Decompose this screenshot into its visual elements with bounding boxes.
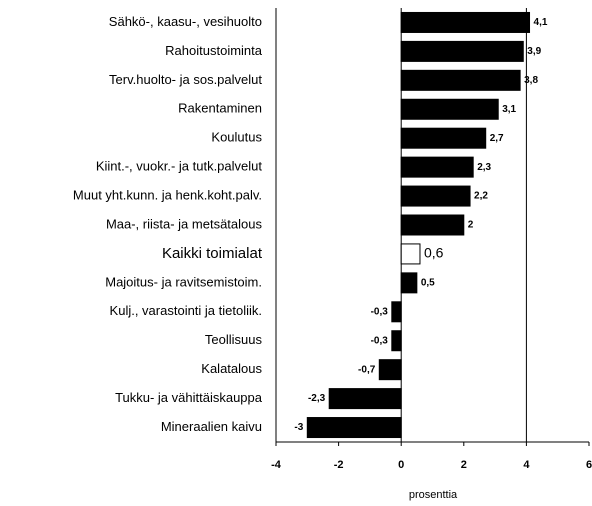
y-tick-label: Kiint.-, vuokr.- ja tutk.palvelut bbox=[96, 159, 263, 174]
value-label: 2,3 bbox=[477, 162, 491, 173]
bar bbox=[400, 185, 471, 207]
x-axis-label: prosenttia bbox=[409, 489, 458, 501]
x-tick-label: 2 bbox=[461, 459, 467, 471]
bar bbox=[400, 11, 531, 33]
y-tick-label: Kulj., varastointi ja tietoliik. bbox=[110, 303, 262, 318]
value-label: -0,3 bbox=[371, 306, 389, 317]
y-tick-label: Koulutus bbox=[211, 130, 262, 145]
y-tick-label: Kaikki toimialat bbox=[162, 245, 263, 262]
y-tick-label: Majoitus- ja ravitsemistoim. bbox=[105, 274, 262, 289]
bar bbox=[400, 127, 487, 149]
y-tick-label: Teollisuus bbox=[205, 332, 263, 347]
value-label: 2,7 bbox=[490, 133, 504, 144]
bar bbox=[400, 243, 421, 265]
bar bbox=[391, 301, 402, 323]
value-label: 0,5 bbox=[421, 278, 435, 289]
y-tick-label: Muut yht.kunn. ja henk.koht.palv. bbox=[73, 188, 262, 203]
value-label: -0,3 bbox=[371, 335, 389, 346]
bar bbox=[400, 272, 418, 294]
value-label: -2,3 bbox=[308, 393, 326, 404]
bar bbox=[391, 330, 402, 352]
x-tick-label: 6 bbox=[586, 459, 592, 471]
value-label: 3,9 bbox=[527, 46, 541, 57]
bar bbox=[400, 98, 499, 120]
bar bbox=[400, 214, 465, 236]
y-tick-label: Maa-, riista- ja metsätalous bbox=[106, 216, 263, 231]
x-tick-label: 4 bbox=[523, 459, 530, 471]
value-label: 2,2 bbox=[474, 191, 488, 202]
x-tick-label: 0 bbox=[398, 459, 404, 471]
bar bbox=[328, 388, 402, 410]
y-tick-label: Rakentaminen bbox=[178, 101, 262, 116]
y-tick-label: Kalatalous bbox=[201, 361, 262, 376]
y-tick-label: Sähkö-, kaasu-, vesihuolto bbox=[109, 14, 262, 29]
bar bbox=[378, 359, 402, 381]
bar bbox=[400, 156, 474, 178]
value-label: 2 bbox=[468, 220, 474, 231]
value-label: -0,7 bbox=[358, 364, 376, 375]
y-tick-label: Terv.huolto- ja sos.palvelut bbox=[109, 72, 262, 87]
x-tick-label: -4 bbox=[271, 459, 282, 471]
bar bbox=[400, 69, 521, 91]
bar bbox=[400, 40, 524, 62]
value-label: 4,1 bbox=[534, 17, 548, 28]
bar bbox=[306, 417, 402, 439]
value-label: 3,1 bbox=[502, 104, 516, 115]
value-label: -3 bbox=[294, 422, 303, 433]
y-tick-label: Mineraalien kaivu bbox=[161, 419, 262, 434]
x-tick-label: -2 bbox=[334, 459, 344, 471]
value-label: 0,6 bbox=[424, 245, 444, 261]
y-tick-label: Tukku- ja vähittäiskauppa bbox=[115, 390, 263, 405]
value-label: 3,8 bbox=[524, 75, 538, 86]
y-tick-label: Rahoitustoiminta bbox=[165, 43, 263, 58]
